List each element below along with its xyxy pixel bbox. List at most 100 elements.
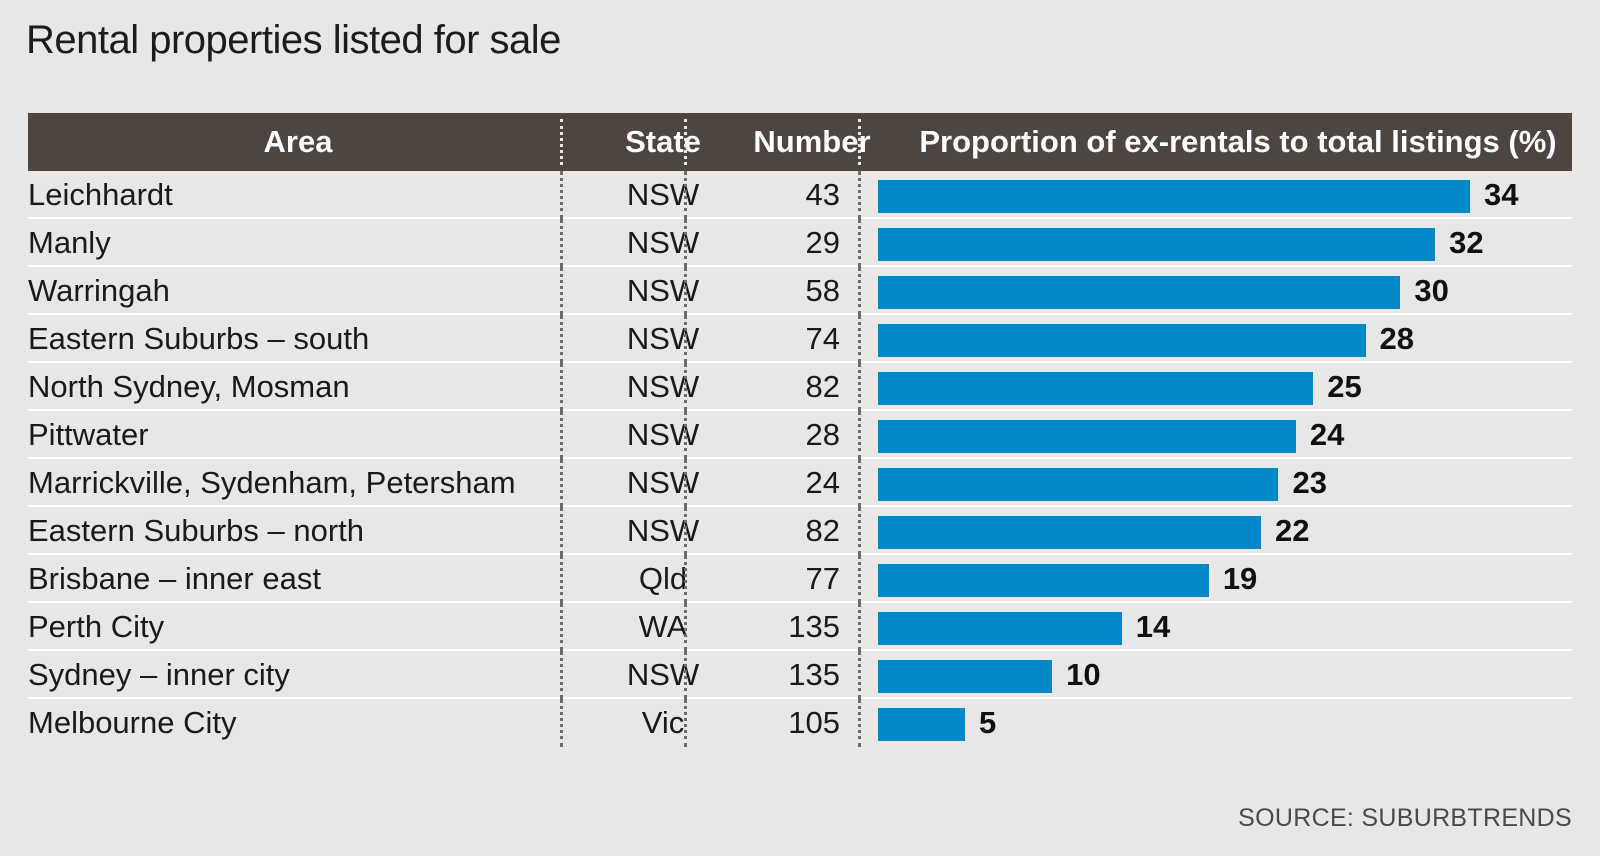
table-row: Marrickville, Sydenham, Petersham NSW 24 23 bbox=[28, 459, 1572, 507]
bar-track: 25 bbox=[878, 363, 1572, 409]
bar bbox=[878, 228, 1436, 261]
chart-title: Rental properties listed for sale bbox=[26, 18, 561, 62]
number-cell: 24 bbox=[805, 465, 840, 500]
bar-value-label: 30 bbox=[1414, 273, 1449, 308]
bar-value-label: 14 bbox=[1135, 609, 1171, 644]
bar-value-label: 28 bbox=[1379, 321, 1414, 356]
number-cell: 82 bbox=[805, 513, 840, 548]
column-divider bbox=[560, 171, 563, 219]
source-note: SOURCE: SUBURBTRENDS bbox=[1238, 804, 1572, 832]
area-cell: Eastern Suburbs – south bbox=[28, 321, 370, 356]
bar bbox=[878, 564, 1209, 597]
number-cell: 135 bbox=[788, 609, 840, 644]
table-row: Eastern Suburbs – north NSW 82 22 bbox=[28, 507, 1572, 555]
bar-track: 14 bbox=[878, 603, 1572, 649]
column-divider bbox=[858, 363, 861, 411]
column-divider bbox=[560, 603, 563, 651]
state-cell: NSW bbox=[626, 177, 700, 212]
area-cell: Melbourne City bbox=[28, 705, 237, 740]
column-divider bbox=[858, 651, 861, 699]
number-cell: 105 bbox=[788, 705, 840, 740]
state-cell: NSW bbox=[626, 273, 700, 308]
area-cell: North Sydney, Mosman bbox=[28, 369, 350, 404]
data-table: Area State Number Proportion of ex-renta… bbox=[28, 113, 1572, 747]
column-divider bbox=[684, 411, 687, 459]
state-cell: NSW bbox=[626, 657, 700, 692]
state-cell: NSW bbox=[626, 417, 700, 452]
bar-value-label: 23 bbox=[1292, 465, 1327, 500]
column-divider bbox=[560, 411, 563, 459]
bar bbox=[878, 180, 1470, 213]
bar-value-label: 19 bbox=[1222, 561, 1258, 596]
number-cell: 82 bbox=[805, 369, 840, 404]
area-cell: Brisbane – inner east bbox=[28, 561, 321, 596]
bar-value-label: 10 bbox=[1066, 657, 1101, 692]
column-divider bbox=[858, 459, 861, 507]
area-cell: Warringah bbox=[28, 273, 170, 308]
column-divider bbox=[684, 507, 687, 555]
number-cell: 77 bbox=[805, 561, 840, 596]
bar-track: 23 bbox=[878, 459, 1572, 505]
bar-track: 32 bbox=[878, 219, 1572, 265]
area-cell: Perth City bbox=[28, 609, 165, 644]
column-divider bbox=[560, 507, 563, 555]
column-divider bbox=[560, 315, 563, 363]
column-divider bbox=[560, 119, 563, 165]
bar-track: 30 bbox=[878, 267, 1572, 313]
area-cell: Sydney – inner city bbox=[28, 657, 290, 692]
column-divider bbox=[560, 363, 563, 411]
column-divider bbox=[858, 315, 861, 363]
column-divider bbox=[684, 651, 687, 699]
state-cell: NSW bbox=[626, 321, 700, 356]
column-divider bbox=[560, 459, 563, 507]
column-divider bbox=[560, 267, 563, 315]
state-cell: WA bbox=[638, 609, 688, 644]
column-header-proportion: Proportion of ex-rentals to total listin… bbox=[919, 124, 1557, 159]
column-header-area: Area bbox=[263, 124, 333, 159]
bar bbox=[878, 420, 1296, 453]
area-cell: Leichhardt bbox=[28, 177, 173, 212]
state-cell: Qld bbox=[638, 561, 688, 596]
bar-value-label: 34 bbox=[1484, 177, 1519, 212]
column-divider bbox=[858, 119, 861, 165]
number-cell: 29 bbox=[805, 225, 840, 260]
column-divider bbox=[684, 315, 687, 363]
table-row: Warringah NSW 58 30 bbox=[28, 267, 1572, 315]
bar-track: 19 bbox=[878, 555, 1572, 601]
number-cell: 43 bbox=[805, 177, 840, 212]
column-divider bbox=[684, 363, 687, 411]
number-cell: 28 bbox=[805, 417, 840, 452]
table-row: Perth City WA 135 14 bbox=[28, 603, 1572, 651]
table-row: Sydney – inner city NSW 135 10 bbox=[28, 651, 1572, 699]
table-body: Leichhardt NSW 43 34 Manly NSW 29 32 Warringah NS… bbox=[28, 171, 1572, 747]
column-divider bbox=[858, 699, 861, 747]
state-cell: NSW bbox=[626, 369, 700, 404]
number-cell: 58 bbox=[805, 273, 840, 308]
column-divider bbox=[684, 171, 687, 219]
state-cell: NSW bbox=[626, 513, 700, 548]
table-row: Leichhardt NSW 43 34 bbox=[28, 171, 1572, 219]
bar bbox=[878, 372, 1314, 405]
column-divider bbox=[858, 555, 861, 603]
area-cell: Pittwater bbox=[28, 417, 149, 452]
bar-track: 10 bbox=[878, 651, 1572, 697]
table-row: Eastern Suburbs – south NSW 74 28 bbox=[28, 315, 1572, 363]
column-header-state: State bbox=[625, 124, 701, 159]
bar-value-label: 32 bbox=[1449, 225, 1484, 260]
column-divider bbox=[858, 603, 861, 651]
bar-track: 5 bbox=[878, 699, 1572, 747]
bar bbox=[878, 660, 1053, 693]
column-divider bbox=[684, 459, 687, 507]
bar-value-label: 24 bbox=[1309, 417, 1345, 452]
area-cell: Eastern Suburbs – north bbox=[28, 513, 365, 548]
column-header-number: Number bbox=[753, 124, 871, 159]
bar-value-label: 22 bbox=[1275, 513, 1310, 548]
bar-track: 24 bbox=[878, 411, 1572, 457]
table-row: Melbourne City Vic 105 5 bbox=[28, 699, 1572, 747]
bar bbox=[878, 516, 1262, 549]
column-divider bbox=[560, 651, 563, 699]
table-row: Manly NSW 29 32 bbox=[28, 219, 1572, 267]
table-row: Brisbane – inner east Qld 77 19 bbox=[28, 555, 1572, 603]
state-cell: NSW bbox=[626, 225, 700, 260]
column-divider bbox=[684, 267, 687, 315]
